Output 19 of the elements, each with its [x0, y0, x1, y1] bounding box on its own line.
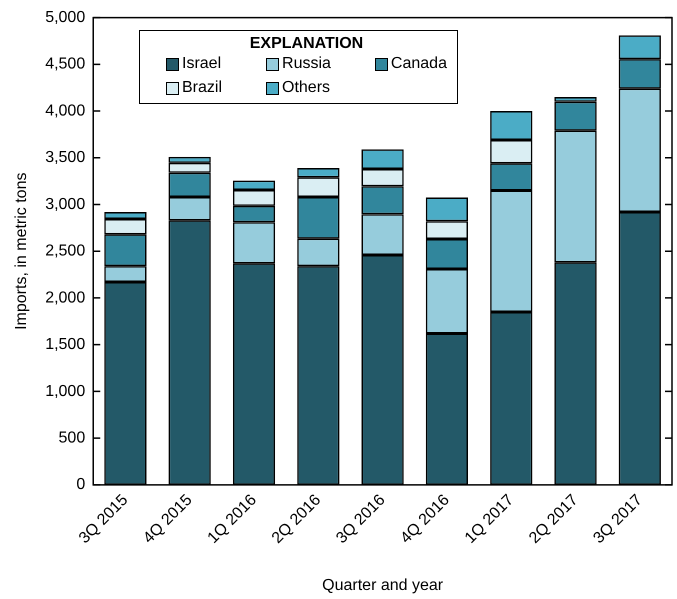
y-tick-label: 1,500 — [45, 336, 86, 354]
y-axis-title: Imports, in metric tons — [13, 172, 30, 330]
y-tick-label: 4,000 — [45, 102, 86, 120]
y-tick-label: 4,500 — [45, 56, 86, 73]
legend-label: Israel — [182, 55, 222, 73]
y-tick-label: 3,500 — [45, 149, 86, 166]
y-tick-label: 2,000 — [45, 289, 86, 306]
y-tick-label: 500 — [58, 430, 86, 447]
y-tick-label: 0 — [76, 476, 86, 494]
y-tick-label: 1,000 — [45, 382, 86, 400]
legend-label: Canada — [390, 55, 447, 73]
y-tick-label: 2,500 — [45, 242, 86, 260]
legend-title: EXPLANATION — [248, 35, 364, 53]
legend-label: Others — [282, 79, 330, 97]
x-axis-title: Quarter and year — [322, 576, 444, 594]
y-tick-label: 3,000 — [45, 196, 86, 213]
legend-label: Brazil — [182, 79, 222, 97]
legend-label: Russia — [282, 55, 331, 73]
y-tick-label: 5,000 — [45, 9, 86, 26]
